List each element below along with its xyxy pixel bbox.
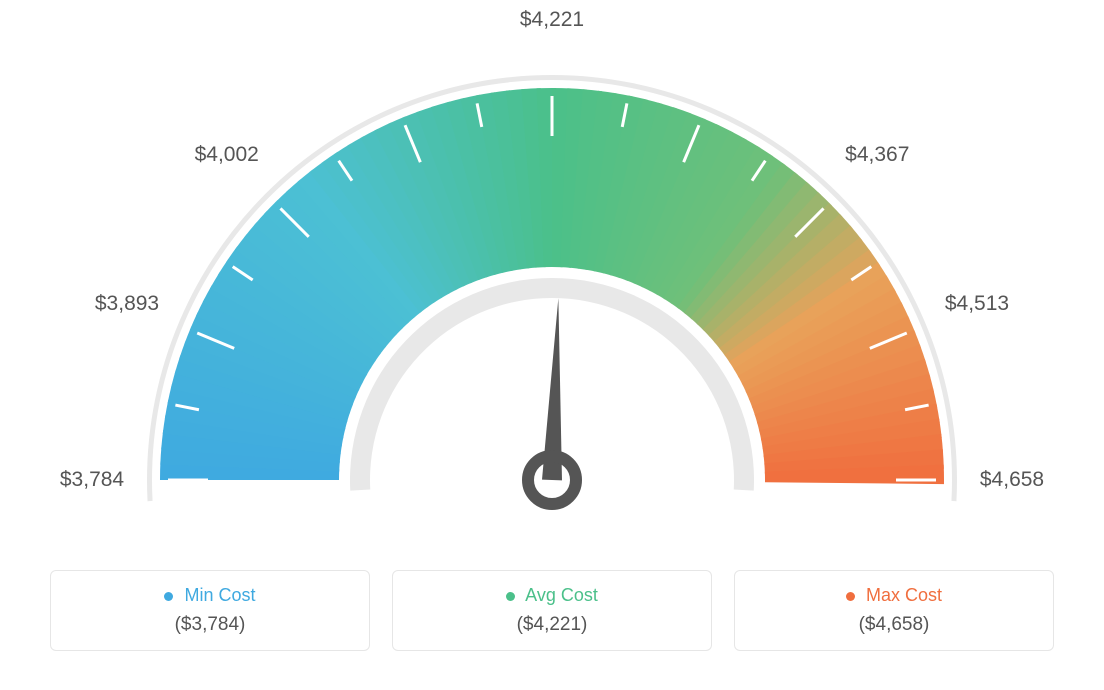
max-cost-card: Max Cost ($4,658) (734, 570, 1054, 651)
avg-cost-title: Avg Cost (403, 585, 701, 606)
min-cost-label: Min Cost (185, 585, 256, 605)
min-cost-value: ($3,784) (61, 614, 359, 636)
dot-icon (846, 592, 855, 601)
max-cost-value: ($4,658) (745, 614, 1043, 636)
min-cost-card: Min Cost ($3,784) (50, 570, 370, 651)
cost-gauge-chart: $3,784 $3,893 $4,002 $4,221 $4,367 $4,513 $4,6… (0, 0, 1104, 690)
gauge-svg (52, 0, 1052, 560)
gauge-tick-label: $4,221 (520, 8, 584, 32)
gauge-area: $3,784 $3,893 $4,002 $4,221 $4,367 $4,513 $4,6… (0, 0, 1104, 560)
avg-cost-card: Avg Cost ($4,221) (392, 570, 712, 651)
gauge-tick-label: $4,367 (845, 143, 909, 167)
avg-cost-label: Avg Cost (525, 585, 598, 605)
summary-row: Min Cost ($3,784) Avg Cost ($4,221) Max … (0, 570, 1104, 651)
min-cost-title: Min Cost (61, 585, 359, 606)
gauge-tick-label: $4,002 (195, 143, 259, 167)
dot-icon (506, 592, 515, 601)
gauge-tick-label: $4,513 (945, 292, 1009, 316)
gauge-tick-label: $3,784 (60, 468, 124, 492)
gauge-tick-label: $4,658 (980, 468, 1044, 492)
max-cost-title: Max Cost (745, 585, 1043, 606)
avg-cost-value: ($4,221) (403, 614, 701, 636)
dot-icon (164, 592, 173, 601)
max-cost-label: Max Cost (866, 585, 942, 605)
gauge-tick-label: $3,893 (95, 292, 159, 316)
